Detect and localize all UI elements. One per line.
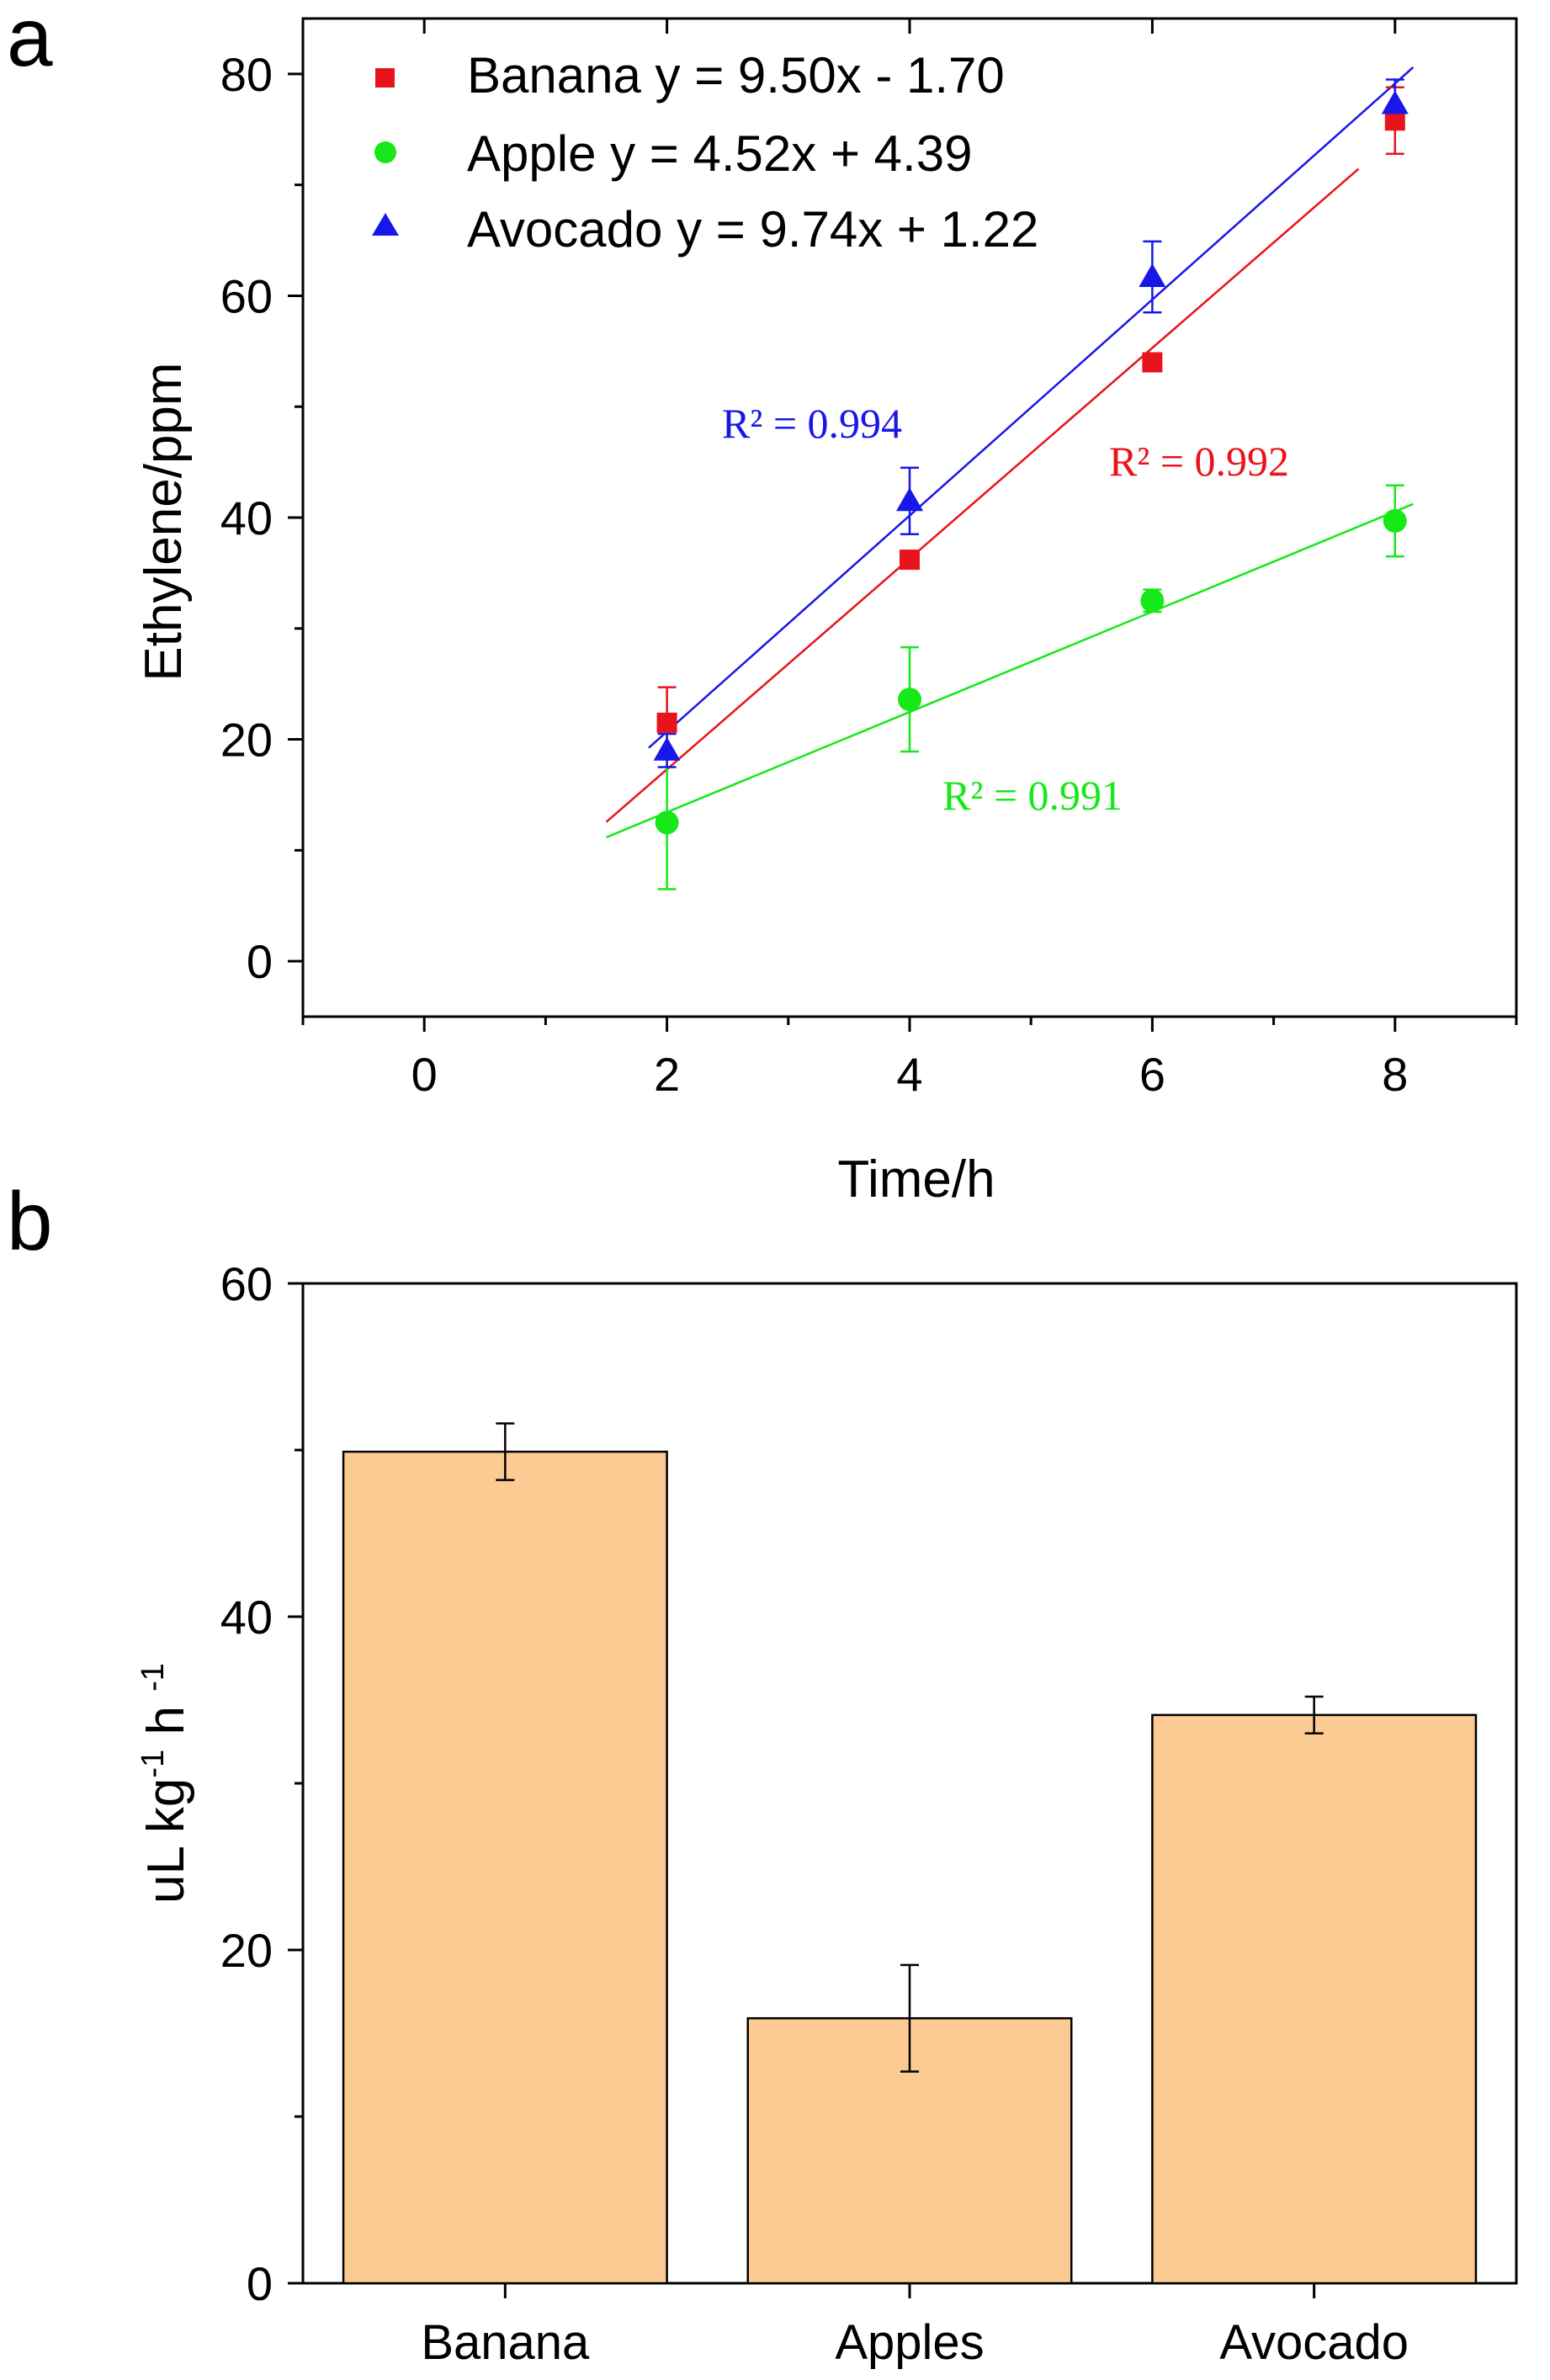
point-banana — [656, 712, 677, 733]
y-tick-label: 0 — [247, 935, 273, 988]
point-avocado — [1139, 263, 1166, 288]
y-tick-label: 40 — [220, 1591, 273, 1644]
fit-line-avocado — [648, 66, 1415, 749]
y-tick-label: 0 — [247, 2257, 273, 2310]
point-apple — [1383, 508, 1407, 533]
y-tick-label: 60 — [220, 269, 273, 322]
legend-banana: Banana y = 9.50x - 1.70 — [375, 47, 1005, 104]
point-avocado — [653, 736, 681, 761]
point-apple — [898, 688, 921, 712]
point-avocado — [896, 487, 923, 512]
ylabel-part-a: uL kg — [137, 1778, 195, 1904]
x-tick-label-apples: Apples — [835, 2315, 984, 2370]
legend-banana-label: Banana y = 9.50x - 1.70 — [467, 47, 1005, 104]
panel-a-letter: a — [7, 0, 53, 83]
y-tick-label: 60 — [220, 1257, 273, 1310]
panel-b-letter: b — [7, 1175, 53, 1267]
x-tick-label: 4 — [896, 1048, 922, 1101]
point-banana — [900, 550, 920, 571]
panel-a-y-axis-title: Ethylene/ppm — [135, 362, 193, 681]
legend-avocado-label: Avocado y = 9.74x + 1.22 — [467, 201, 1038, 258]
r2-banana-label: R² = 0.992 — [1109, 438, 1289, 485]
legend-apple: Apple y = 4.52x + 4.39 — [374, 125, 972, 182]
legend-banana-marker — [375, 68, 395, 88]
legend-apple-label: Apple y = 4.52x + 4.39 — [467, 125, 972, 182]
r2-apple-label: R² = 0.991 — [942, 772, 1123, 819]
fit-line-banana — [605, 167, 1360, 823]
x-tick-label-avocado: Avocado — [1219, 2315, 1409, 2370]
bar-avocado — [1151, 1713, 1478, 2285]
x-tick-label: 6 — [1139, 1048, 1165, 1101]
bar-banana — [342, 1450, 668, 2285]
point-apple — [655, 810, 679, 835]
r2-avocado-label: R² = 0.994 — [722, 400, 902, 447]
x-tick-label: 8 — [1382, 1048, 1408, 1101]
ylabel-sup-1: -1 — [135, 1750, 171, 1778]
x-tick-label-banana: Banana — [421, 2315, 590, 2370]
ylabel-part-b: h — [137, 1692, 195, 1750]
panel-b-y-axis-title: uL kg-1 h -1 — [135, 1663, 195, 1904]
point-apple — [1140, 588, 1165, 613]
x-tick-label: 2 — [654, 1048, 680, 1101]
y-tick-label: 80 — [220, 48, 273, 101]
panel-a-x-axis-title: Time/h — [837, 1150, 995, 1209]
fit-line-apple — [606, 502, 1414, 839]
y-tick-label: 20 — [220, 1924, 273, 1977]
point-banana — [1142, 352, 1163, 373]
legend-apple-marker — [374, 141, 396, 163]
legend-avocado-marker — [372, 213, 399, 236]
point-avocado — [1381, 90, 1409, 114]
legend-avocado: Avocado y = 9.74x + 1.22 — [372, 201, 1038, 258]
y-tick-label: 40 — [220, 491, 273, 545]
y-tick-label: 20 — [220, 714, 273, 767]
x-tick-label: 0 — [411, 1048, 438, 1101]
ylabel-sup-2: -1 — [135, 1663, 171, 1692]
